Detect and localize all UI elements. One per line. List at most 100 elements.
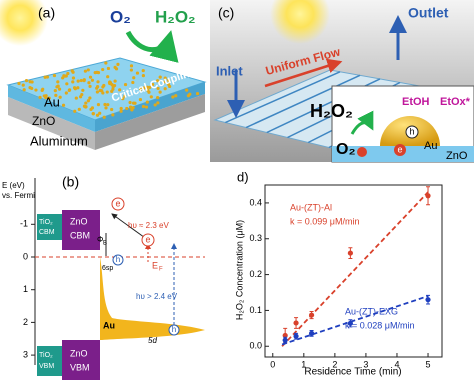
nanoparticle — [158, 75, 162, 79]
nanoparticle — [76, 79, 80, 83]
nanoparticle — [17, 81, 21, 86]
nanoparticle — [88, 84, 92, 88]
nanoparticle — [34, 88, 38, 92]
x-tick-label: 0 — [270, 359, 275, 369]
data-point — [308, 330, 315, 336]
y-tick-label: 0.3 — [249, 233, 262, 243]
nanoparticle — [106, 66, 111, 71]
y-tick-label: 0.4 — [249, 197, 262, 207]
axis-title: E (eV) — [2, 181, 25, 190]
inlet-label: Inlet — [216, 63, 243, 78]
panel-label: (c) — [218, 5, 234, 21]
nanoparticle — [101, 85, 105, 89]
nanoparticle — [96, 103, 101, 107]
nanoparticle — [135, 71, 140, 75]
data-point — [347, 320, 353, 326]
nanoparticle — [71, 70, 75, 74]
nanoparticle — [71, 76, 76, 80]
nanoparticle — [104, 106, 108, 110]
nanoparticle — [155, 79, 160, 83]
x-tick-label: 5 — [426, 359, 431, 369]
nanoparticle — [56, 80, 60, 84]
data-point — [293, 320, 299, 326]
nanoparticle — [185, 88, 189, 92]
series-name: Au-(ZT)-EXG — [345, 306, 398, 316]
nanoparticle — [167, 78, 171, 82]
barrier-sub: B — [103, 241, 107, 247]
reaction-arrow — [125, 30, 179, 63]
o2-label: O₂ — [336, 141, 356, 158]
panel-b: E (eV) vs. Fermi (b) TiO₂ CBM ZnO CBM Ti… — [2, 174, 205, 380]
nanoparticle — [125, 106, 129, 111]
electron-label: e — [397, 144, 402, 154]
nanoparticle — [119, 106, 123, 111]
nanoparticle — [132, 76, 136, 80]
nanoparticle — [141, 104, 146, 109]
nanoparticle — [128, 105, 133, 109]
nanoparticle — [103, 102, 107, 107]
nanoparticle — [24, 78, 29, 83]
tick-label: -1 — [20, 219, 28, 229]
tio2-vbm-label: TiO₂ — [39, 352, 53, 359]
zno-label: ZnO — [32, 114, 55, 128]
nanoparticle — [101, 91, 105, 95]
nanoparticle — [45, 75, 50, 79]
nanoparticle — [98, 111, 102, 115]
nanoparticle — [74, 96, 78, 100]
hole — [112, 254, 124, 266]
nanoparticle — [78, 95, 83, 99]
panel-label: (b) — [62, 174, 79, 190]
outlet-label: Outlet — [408, 5, 449, 21]
nanoparticle — [96, 85, 100, 89]
series-name: Au-(ZT)-Al — [290, 202, 332, 212]
tio2-cbm-label: CBM — [39, 229, 55, 236]
au-bands — [100, 257, 205, 340]
x-tick-label: 1 — [301, 359, 306, 369]
nanoparticle — [83, 69, 88, 73]
chart-label: d) — [237, 169, 249, 184]
nanoparticle — [98, 88, 102, 93]
nanoparticle — [163, 80, 167, 84]
nanoparticle — [65, 82, 69, 86]
electron — [111, 197, 125, 211]
data-point — [425, 193, 431, 199]
nanoparticle — [146, 88, 150, 92]
nanoparticle — [88, 96, 92, 100]
nanoparticle — [76, 86, 80, 90]
metal-label: Au — [103, 320, 115, 330]
nanoparticle — [123, 82, 128, 87]
data-point — [308, 312, 315, 318]
flow-arrow — [264, 58, 343, 88]
y-tick-label: 0.0 — [249, 341, 262, 351]
nanoparticle — [145, 85, 150, 89]
x-tick-label: 4 — [394, 359, 399, 369]
nanoparticle — [72, 86, 77, 90]
x-axis-label: Residence Time (min) — [304, 367, 401, 378]
nanoparticle — [77, 107, 81, 111]
au-label: Au — [424, 140, 437, 152]
panel-a: (a) O₂ H₂O₂ Au Critical Coupling ZnO Alu… — [0, 0, 207, 150]
nanoparticle — [138, 97, 143, 102]
nanoparticle — [95, 90, 99, 94]
nanoparticle — [54, 93, 58, 97]
nanoparticle — [86, 99, 90, 103]
zno-vbm-label: VBM — [70, 362, 90, 372]
plot-frame — [264, 184, 443, 358]
nanoparticle — [82, 104, 87, 108]
x-tick-label: 3 — [363, 359, 368, 369]
sun — [270, 0, 330, 44]
y-tick-label: 0.1 — [249, 305, 262, 315]
nanoparticle — [148, 85, 152, 89]
nanoparticle — [22, 88, 26, 92]
tio2-vbm-label: VBM — [39, 363, 54, 370]
nanoparticle — [90, 78, 94, 82]
nanoparticle — [144, 105, 149, 109]
nanoparticle — [163, 87, 167, 91]
nanoparticle — [61, 103, 66, 107]
nanoparticle — [188, 92, 192, 96]
zno-label: ZnO — [446, 150, 468, 162]
fit-line — [281, 295, 429, 346]
sp-band-label: 6sp — [102, 265, 113, 272]
barrier-label: Φ — [97, 235, 103, 244]
nanoparticle — [151, 82, 155, 87]
